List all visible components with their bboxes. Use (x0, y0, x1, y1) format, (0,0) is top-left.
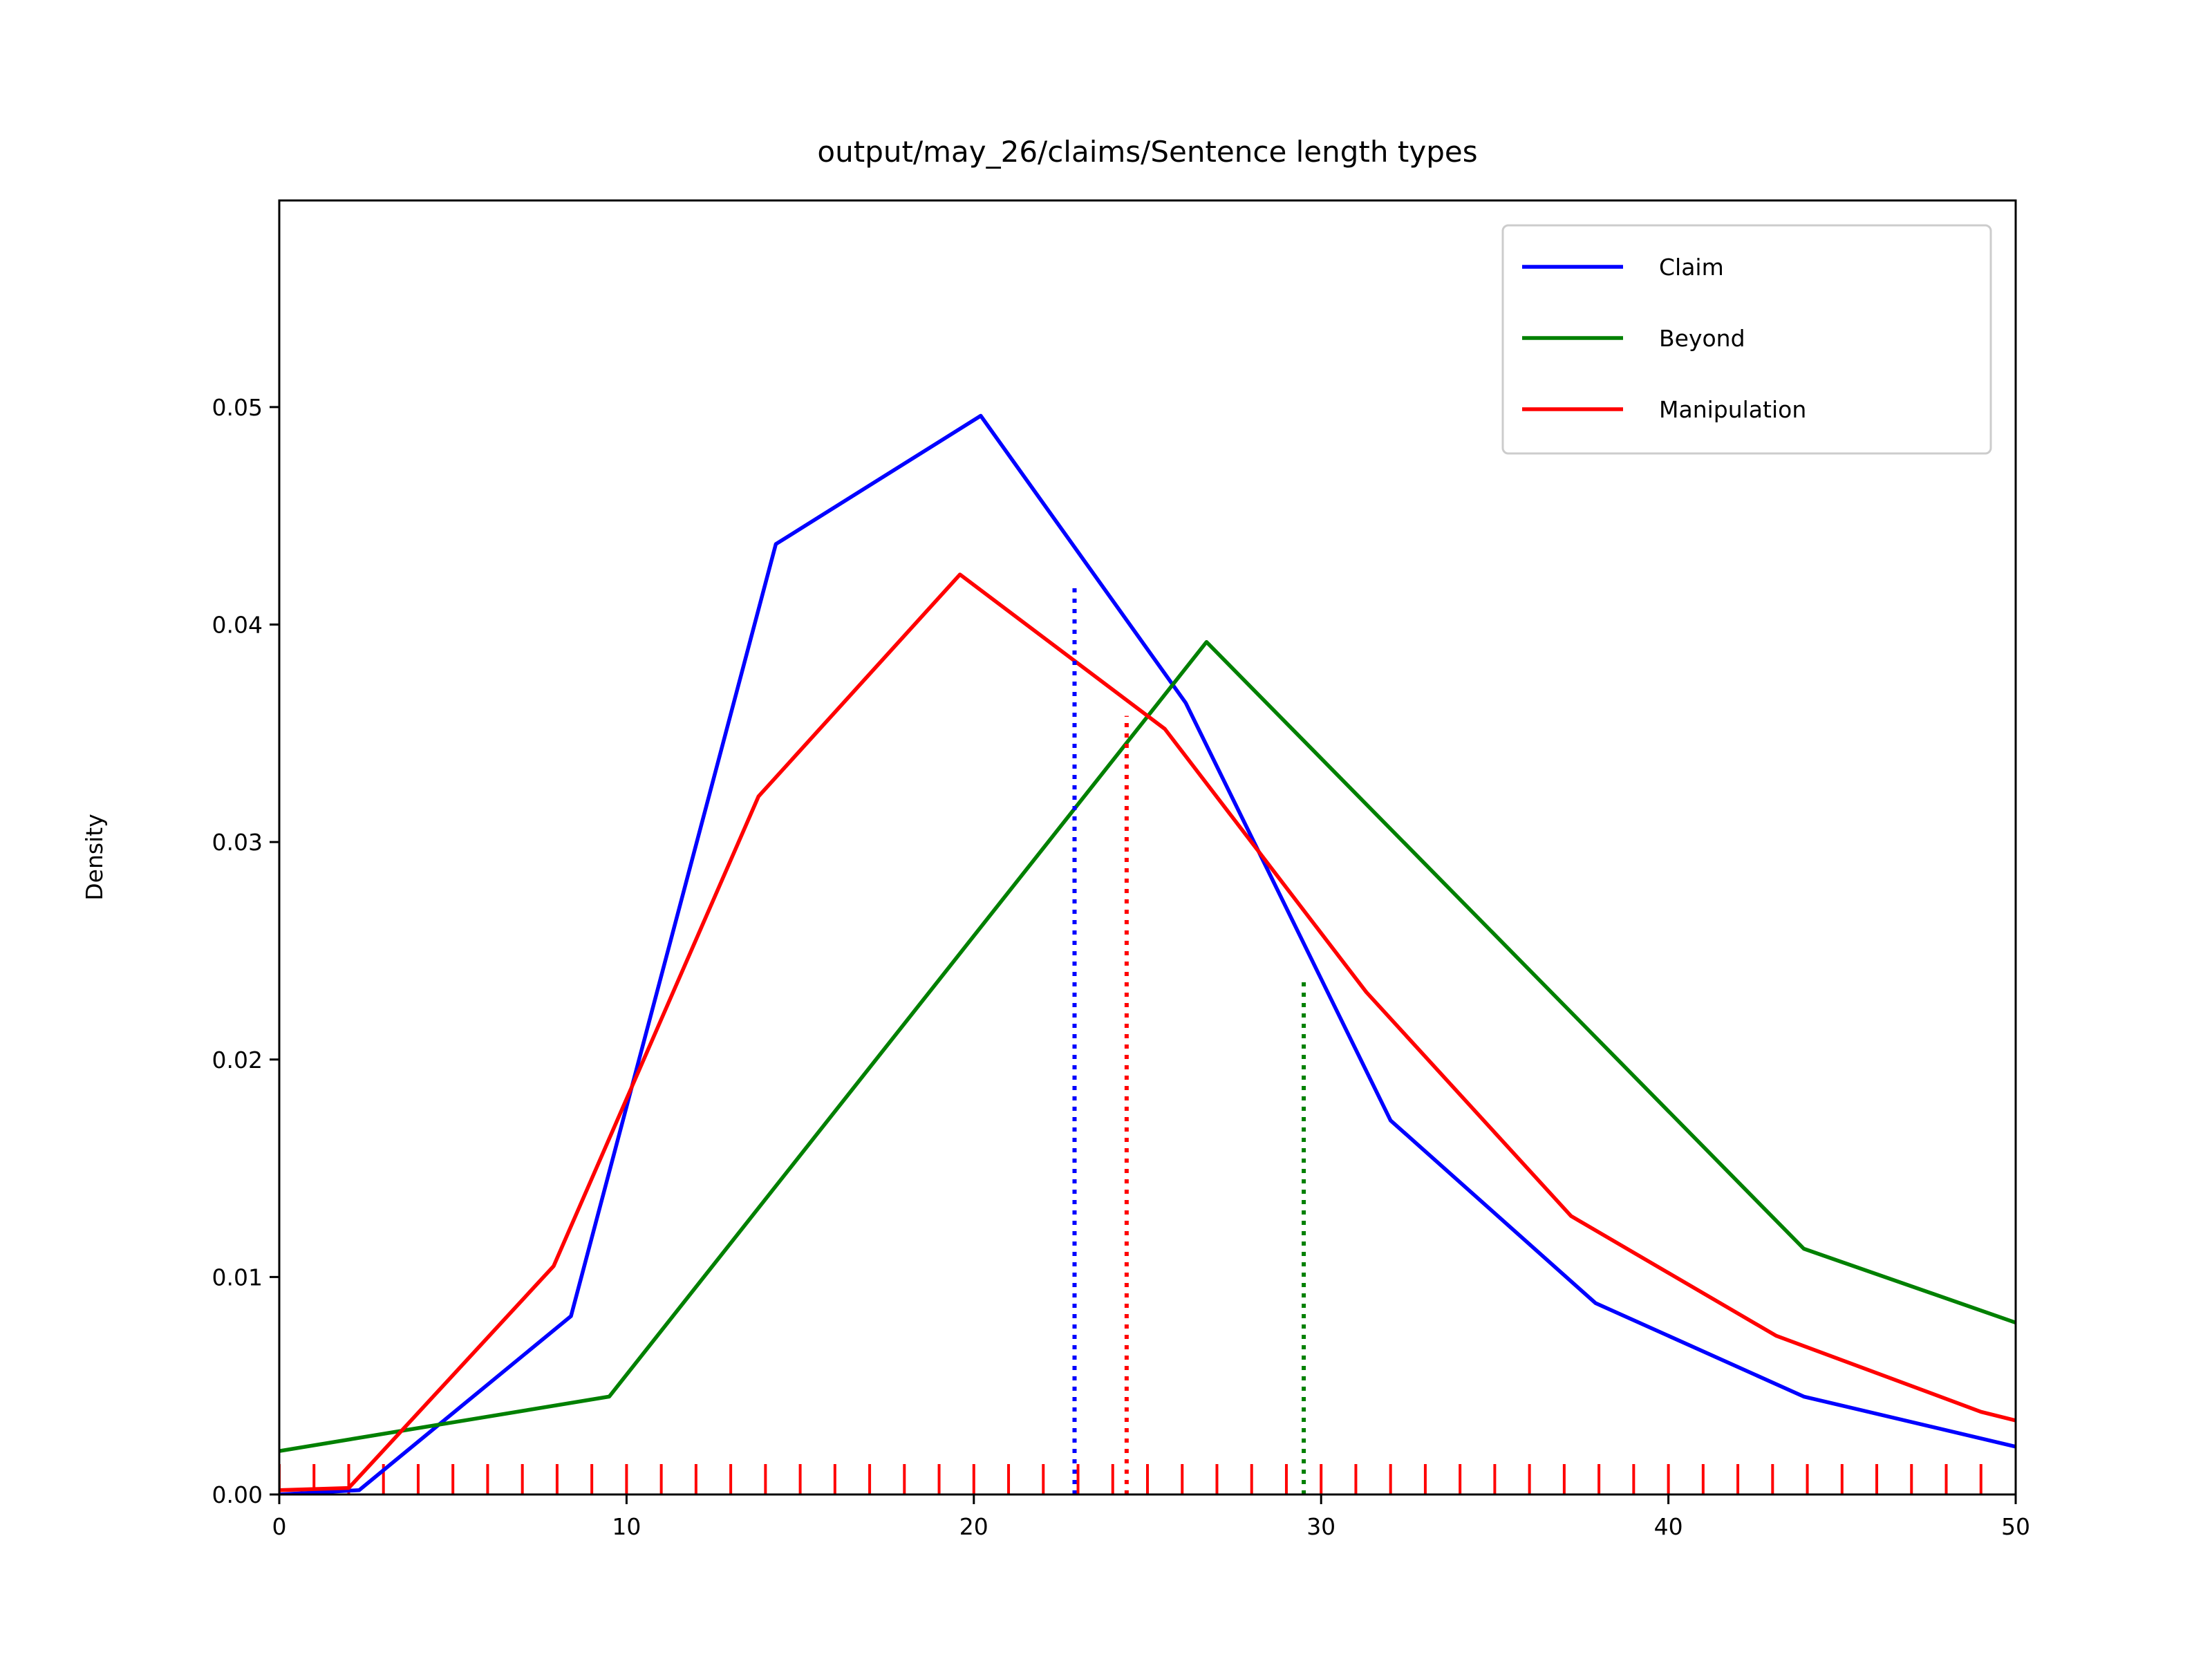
x-tick-label-1: 10 (612, 1513, 641, 1540)
y-tick-label-0: 0.00 (212, 1481, 263, 1508)
x-tick-label-5: 50 (2001, 1513, 2030, 1540)
plot-area (279, 413, 2016, 1494)
series-line-beyond (279, 639, 2016, 1453)
plot-frame (278, 199, 2017, 1496)
series-line-manipulation (279, 572, 2016, 1492)
x-tick-label-0: 0 (272, 1513, 287, 1540)
chart-title: output/may_26/claims/Sentence length typ… (817, 135, 1477, 169)
series-line-claim (279, 413, 2016, 1494)
x-tick-label-4: 40 (1654, 1513, 1683, 1540)
legend-label-claim: Claim (1659, 254, 1724, 281)
plot-content (279, 413, 2016, 1494)
x-tick-label-2: 20 (959, 1513, 988, 1540)
x-tick-label-3: 30 (1306, 1513, 1335, 1540)
axes: 0 10 20 30 40 50 0.00 0.01 0.02 0.03 0.04 0.05 (212, 199, 2030, 1540)
legend-label-beyond: Beyond (1659, 325, 1745, 352)
legend-label-manipulation: Manipulation (1659, 396, 1806, 423)
y-tick-label-2: 0.02 (212, 1047, 263, 1074)
legend: Claim Beyond Manipulation (1501, 224, 1992, 455)
rug-marks (279, 1464, 1983, 1494)
y-tick-label-4: 0.04 (212, 612, 263, 639)
y-tick-label-5: 0.05 (212, 394, 263, 421)
y-tick-label-1: 0.01 (212, 1264, 263, 1291)
legend-box (1501, 224, 1992, 455)
y-axis-label: Density (81, 814, 108, 900)
y-tick-label-3: 0.03 (212, 829, 263, 856)
